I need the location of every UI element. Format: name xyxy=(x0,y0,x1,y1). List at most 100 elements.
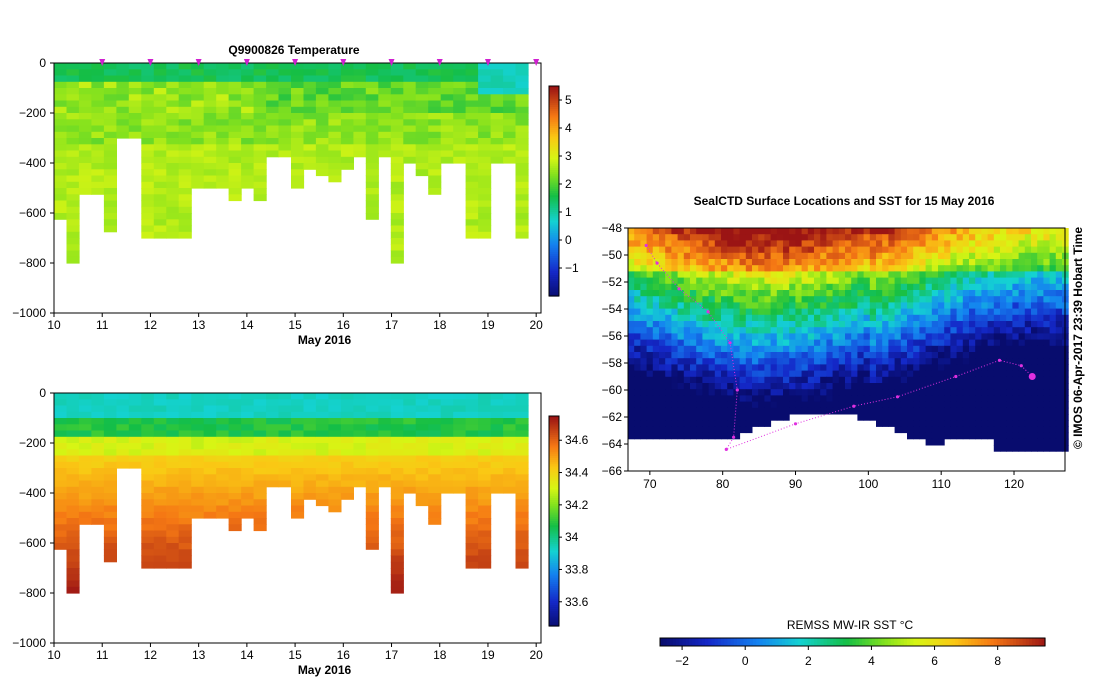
sst-cell xyxy=(628,240,635,248)
profile-cell xyxy=(54,480,68,488)
sst-cell xyxy=(869,395,877,403)
sst-cell xyxy=(721,432,728,440)
colorbar-step xyxy=(549,237,559,240)
sst-cell xyxy=(702,240,710,248)
sst-cell xyxy=(783,370,790,378)
sst-cell xyxy=(993,277,1001,285)
sst-cell xyxy=(969,321,976,328)
sst-cell xyxy=(882,321,889,328)
profile-cell xyxy=(141,455,155,463)
profile-cell xyxy=(178,75,192,83)
profile-cell xyxy=(241,63,255,70)
sst-cell xyxy=(745,333,753,341)
colorbar-tick-label: 34 xyxy=(565,530,579,544)
sst-cell xyxy=(646,290,654,297)
sst-cell xyxy=(888,277,896,285)
sst-cell xyxy=(975,327,982,334)
sst-cell xyxy=(646,345,654,353)
sst-cell xyxy=(925,308,933,316)
colorbar-step xyxy=(549,140,559,144)
profile-cell xyxy=(440,69,454,77)
sst-cell xyxy=(665,234,672,241)
profile-cell xyxy=(278,75,292,83)
profile-cell xyxy=(403,63,417,70)
sst-cell xyxy=(863,345,871,353)
sst-cell xyxy=(690,271,697,279)
sst-cell xyxy=(677,290,685,297)
sst-cell xyxy=(640,389,648,396)
sst-cell xyxy=(739,345,747,353)
profile-cell xyxy=(216,505,230,513)
profile-cell xyxy=(166,474,180,482)
sst-cell xyxy=(708,283,716,291)
sst-cell xyxy=(807,246,815,254)
sst-cell xyxy=(745,407,753,415)
sst-cell xyxy=(1037,290,1044,297)
sst-cell xyxy=(702,432,710,440)
sst-cell xyxy=(652,327,660,334)
profile-cell xyxy=(103,63,117,70)
sst-cell xyxy=(919,364,927,372)
colorbar-step xyxy=(549,149,559,152)
sst-cell xyxy=(925,246,933,254)
profile-cell xyxy=(365,393,379,400)
sst-cell xyxy=(832,277,840,285)
sst-cell xyxy=(969,259,976,266)
profile-cell xyxy=(141,536,155,544)
profile-cell xyxy=(54,181,68,189)
sst-cell xyxy=(1031,290,1038,297)
profile-cell xyxy=(153,213,167,220)
profile-cell xyxy=(303,493,317,500)
profile-cell xyxy=(153,468,167,475)
profile-cell xyxy=(66,138,80,145)
sst-cell xyxy=(646,277,654,285)
sst-cell xyxy=(950,228,958,235)
colorbar-step xyxy=(549,602,559,606)
sst-cell xyxy=(900,358,908,365)
profile-cell xyxy=(116,436,130,444)
sst-cell xyxy=(907,339,914,347)
profile-cell xyxy=(390,81,404,89)
profile-cell xyxy=(266,393,280,400)
profile-cell xyxy=(490,75,504,83)
sst-cell xyxy=(900,252,908,260)
profile-cell xyxy=(415,411,429,419)
profile-cell xyxy=(340,119,354,127)
sst-cell xyxy=(975,246,982,254)
colorbar-step xyxy=(1032,638,1036,646)
sst-cell xyxy=(956,228,964,235)
profile-cell xyxy=(328,449,342,457)
profile-cell xyxy=(54,536,68,544)
profile-cell xyxy=(365,536,379,544)
profile-cell xyxy=(91,493,105,500)
colorbar-step xyxy=(679,638,684,646)
sst-cell xyxy=(838,240,846,248)
profile-cell xyxy=(54,94,68,102)
sst-cell xyxy=(969,401,976,409)
profile-cell xyxy=(178,436,192,444)
sst-cell xyxy=(1031,314,1038,322)
profile-cell xyxy=(241,94,255,102)
colorbar-step xyxy=(549,293,559,297)
profile-cell xyxy=(166,169,180,177)
profile-cell xyxy=(166,493,180,500)
sst-cell xyxy=(801,401,809,409)
profile-cell xyxy=(428,393,442,400)
sst-cell xyxy=(770,327,778,334)
colorbar-step xyxy=(549,163,559,167)
colorbar-step xyxy=(945,638,950,646)
sst-cell xyxy=(863,414,871,421)
sst-cell xyxy=(733,283,741,291)
sst-cell xyxy=(993,302,1001,310)
sst-cell xyxy=(863,389,871,396)
sst-cell xyxy=(863,290,871,297)
sst-cell xyxy=(931,265,939,272)
profile-cell xyxy=(340,449,354,457)
sst-cell xyxy=(820,370,827,378)
profile-cell xyxy=(153,113,167,120)
sst-cell xyxy=(832,370,840,378)
profile-cell xyxy=(278,399,292,407)
profile-cell xyxy=(403,125,417,133)
sst-cell xyxy=(820,259,827,266)
sst-cell xyxy=(783,327,790,334)
